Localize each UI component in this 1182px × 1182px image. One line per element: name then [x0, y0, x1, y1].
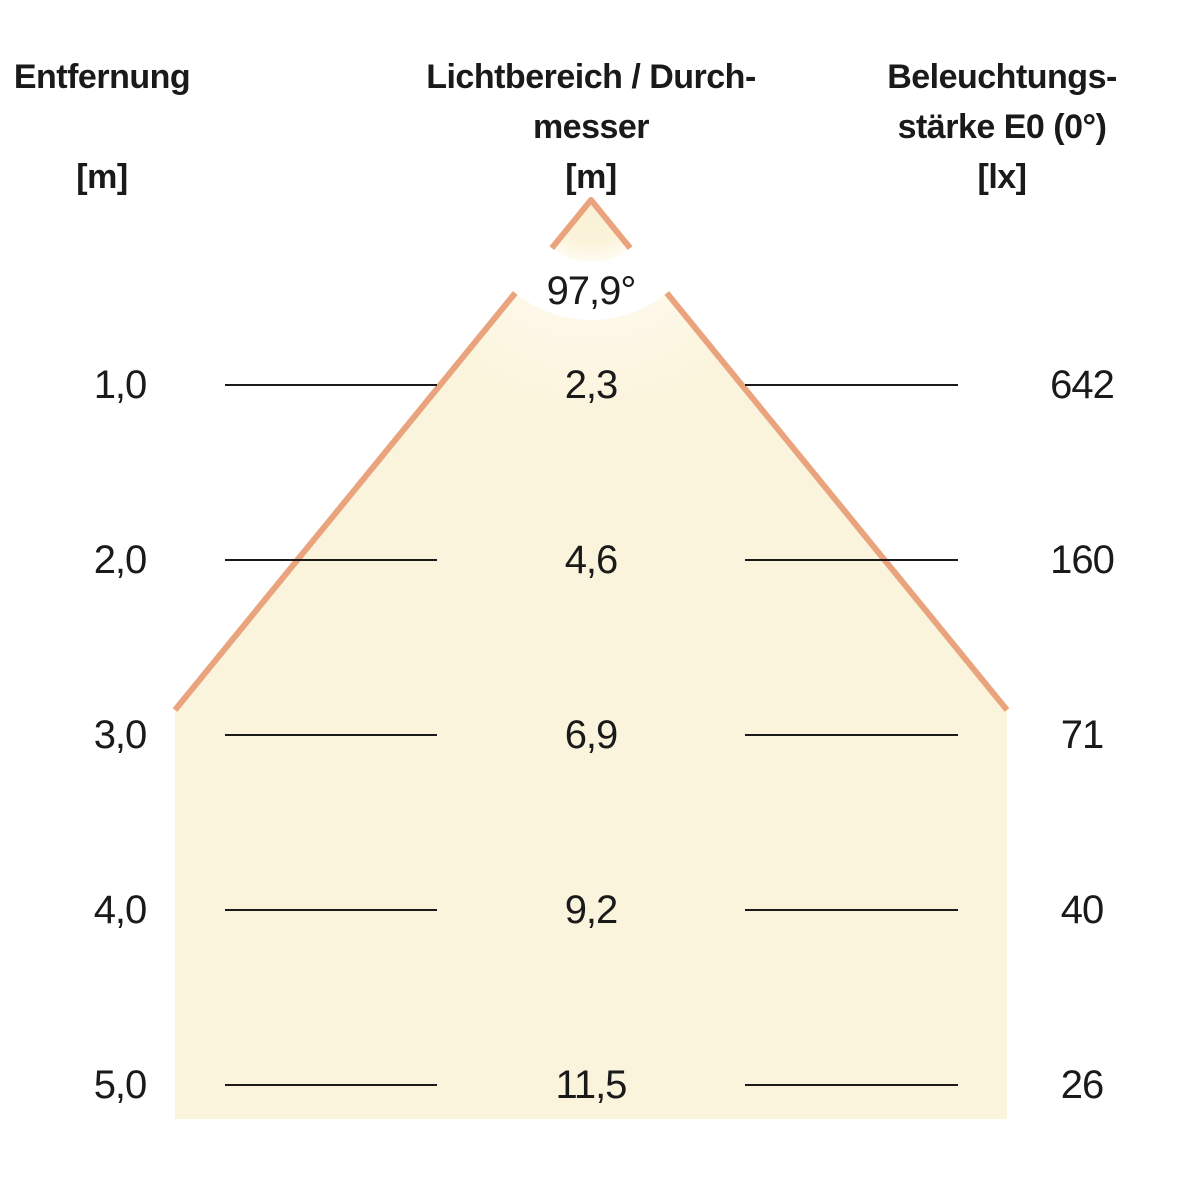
illuminance-value: 642 — [1050, 363, 1115, 407]
row-tick-line-left — [225, 909, 437, 911]
row-tick-line-right — [745, 909, 958, 911]
diameter-value: 4,6 — [564, 538, 619, 582]
row-tick-line-right — [745, 559, 958, 561]
row-tick-line-right — [745, 384, 958, 386]
distance-value: 4,0 — [93, 888, 148, 932]
row-tick-line-left — [225, 734, 437, 736]
cone-body — [175, 293, 1007, 1119]
distance-value: 5,0 — [93, 1063, 148, 1107]
diameter-value: 2,3 — [564, 363, 619, 407]
header-distance: Entfernung [m] — [13, 58, 191, 196]
cone-left-edge — [172, 291, 518, 712]
cone-right-edge — [664, 291, 1010, 712]
diameter-value: 9,2 — [564, 888, 619, 932]
cone-apex-wedge — [551, 200, 631, 263]
header-diameter: Lichtbereich / Durch- messer [m] — [426, 58, 756, 196]
cone-apex-edge — [549, 197, 633, 250]
row-tick-line-left — [225, 384, 437, 386]
row-tick-line-right — [745, 1084, 958, 1086]
row-tick-line-left — [225, 559, 437, 561]
illuminance-value: 40 — [1060, 888, 1105, 932]
illuminance-value: 26 — [1060, 1063, 1105, 1107]
row-tick-line-right — [745, 734, 958, 736]
header-illuminance: Beleuchtungs- stärke E0 (0°) [lx] — [887, 58, 1117, 196]
row-tick-line-left — [225, 1084, 437, 1086]
beam-angle-label: 97,9° — [546, 269, 637, 313]
distance-value: 2,0 — [93, 538, 148, 582]
illuminance-value: 71 — [1060, 713, 1105, 757]
illuminance-value: 160 — [1050, 538, 1115, 582]
diameter-value: 11,5 — [555, 1063, 628, 1107]
distance-value: 3,0 — [93, 713, 148, 757]
diameter-value: 6,9 — [564, 713, 619, 757]
distance-value: 1,0 — [93, 363, 148, 407]
